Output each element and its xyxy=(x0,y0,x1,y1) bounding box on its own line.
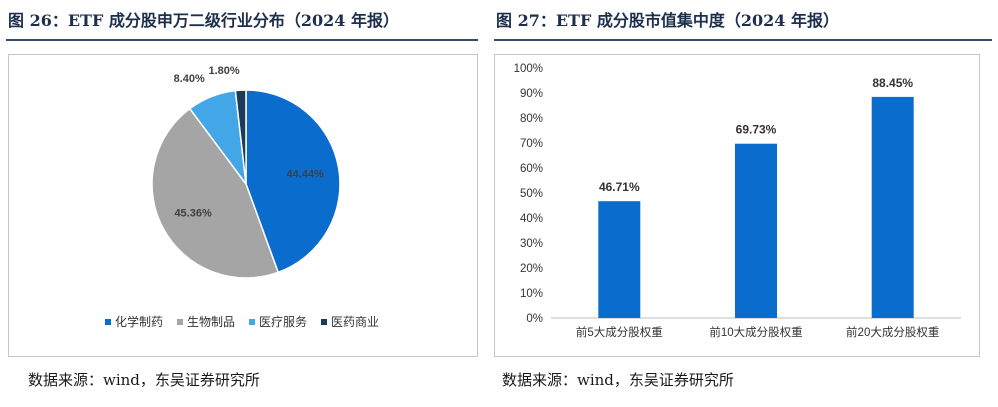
legend-swatch xyxy=(249,319,255,325)
pie-data-label: 1.80% xyxy=(208,65,239,77)
y-tick-label: 70% xyxy=(520,138,543,150)
pie-data-label: 45.36% xyxy=(174,208,212,220)
bar-data-label: 88.45% xyxy=(872,76,913,90)
bar-chart: 0% 10% 20% 30% 40% 50% 60% 70% 80% 90% 100% 46.71%… xyxy=(514,63,961,339)
bar-data-label: 46.71% xyxy=(599,180,640,194)
right-title-rule xyxy=(494,39,992,41)
left-title-rule xyxy=(6,39,478,41)
pie-legend-item: 医药商业 xyxy=(321,314,379,329)
y-tick-label: 0% xyxy=(526,313,543,325)
x-tick-label: 前20大成分股权重 xyxy=(846,325,939,339)
legend-label: 医疗服务 xyxy=(259,314,307,329)
y-tick-label: 90% xyxy=(520,88,543,100)
legend-label: 生物制品 xyxy=(187,315,235,329)
pie-chart-frame: 44.44% 45.36% 8.40% 1.80% 化学制药 生物制品 医疗服务 医药商业 xyxy=(8,54,478,357)
left-panel-title: 图 26：ETF 成分股申万二级行业分布（2024 年报） xyxy=(8,11,399,30)
y-tick-label: 30% xyxy=(520,238,543,250)
right-panel-title: 图 27：ETF 成分股市值集中度（2024 年报） xyxy=(496,11,839,30)
legend-swatch xyxy=(105,319,111,325)
bar-data-label: 69.73% xyxy=(736,123,777,137)
pie-chart: 44.44% 45.36% 8.40%1.80% 化学制药 生物制品 医疗服务 医药商业 xyxy=(105,65,379,329)
pie-slice-4 xyxy=(234,89,247,185)
y-tick-label: 20% xyxy=(520,263,543,275)
left-source-note: 数据来源：wind，东吴证券研究所 xyxy=(28,371,260,389)
legend-swatch xyxy=(177,319,183,325)
bar-3 xyxy=(871,96,914,319)
legend-label: 医药商业 xyxy=(331,314,379,329)
pie-slice-1 xyxy=(245,89,341,274)
pie-legend-item: 化学制药 xyxy=(105,314,163,329)
pie-data-label: 8.40% xyxy=(174,73,205,85)
y-tick-label: 50% xyxy=(520,188,543,200)
y-tick-label: 100% xyxy=(514,63,543,75)
pie-data-label: 44.44% xyxy=(287,169,325,181)
y-tick-label: 80% xyxy=(520,113,543,125)
pie-legend-item: 生物制品 xyxy=(177,315,235,329)
x-tick-label: 前5大成分股权重 xyxy=(576,325,663,339)
legend-swatch xyxy=(321,319,327,325)
bar-chart-frame: 0% 10% 20% 30% 40% 50% 60% 70% 80% 90% 100% 46.71%… xyxy=(494,54,980,357)
right-source-note: 数据来源：wind，东吴证券研究所 xyxy=(502,371,734,389)
pie-slice-2 xyxy=(151,107,280,279)
legend-label: 化学制药 xyxy=(115,314,163,329)
y-tick-label: 10% xyxy=(520,288,543,300)
bar-2 xyxy=(735,143,777,318)
bar-1 xyxy=(598,201,641,318)
y-tick-label: 40% xyxy=(520,213,543,225)
pie-legend-item: 医疗服务 xyxy=(249,314,307,329)
y-tick-label: 60% xyxy=(520,163,543,175)
x-tick-label: 前10大成分股权重 xyxy=(709,325,802,339)
